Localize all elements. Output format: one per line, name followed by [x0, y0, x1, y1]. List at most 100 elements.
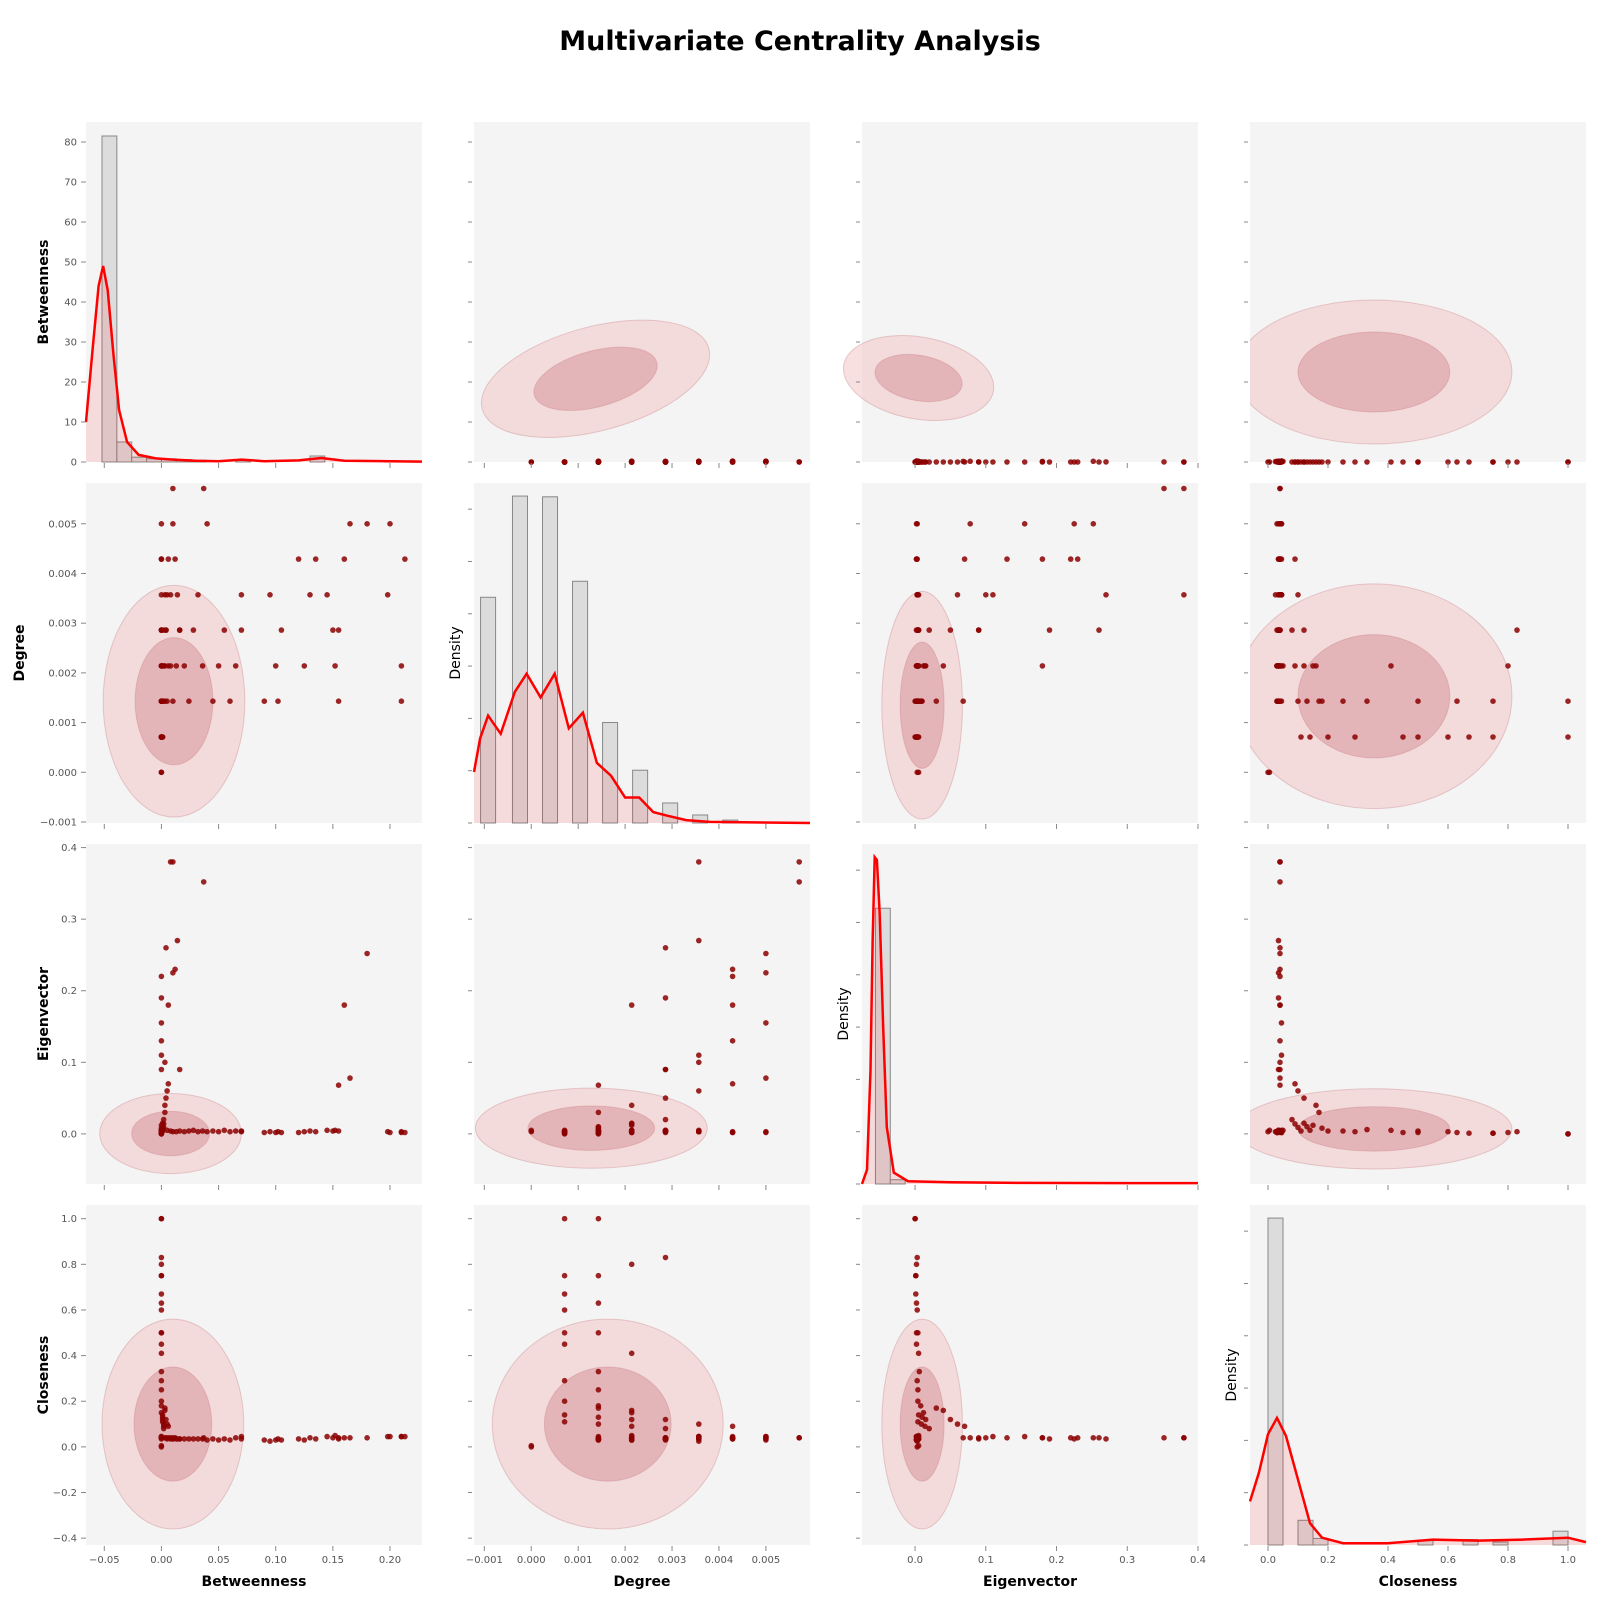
- scatter-point: [1565, 459, 1571, 465]
- scatter-point: [215, 663, 222, 669]
- panel-closeness-degree: −0.001 0.000 0.001 0.002 0.003 0.004 0.005 Degr…: [466, 1205, 810, 1590]
- histogram-bar: [1267, 1217, 1284, 1546]
- scatter-point: [176, 1066, 183, 1073]
- scatter-point: [1352, 1128, 1358, 1135]
- scatter-point: [1103, 459, 1109, 465]
- scatter-point: [1514, 627, 1520, 633]
- panel-degree-closeness: [1244, 483, 1586, 829]
- scatter-point: [398, 698, 405, 704]
- scatter-point: [696, 1421, 702, 1427]
- x-axis-label: Betweenness: [202, 1574, 307, 1590]
- scatter-point: [940, 1407, 947, 1414]
- histogram-bar: [480, 596, 497, 824]
- scatter-point: [1514, 459, 1520, 465]
- panel-betweenness-betweenness: 0 10 20 30 40 50 60 70 80 Betweenness: [36, 122, 423, 469]
- y-tick-label: 0.0: [61, 1442, 77, 1453]
- x-tick-label: 0.0: [907, 1555, 923, 1566]
- scatter-point: [1039, 663, 1046, 669]
- kde-fill: [474, 673, 810, 823]
- scatter-point: [1301, 459, 1307, 465]
- x-tick-label: −0.05: [89, 1555, 120, 1566]
- scatter-point: [172, 556, 178, 562]
- scatter-point: [1565, 1131, 1571, 1137]
- scatter-point: [347, 521, 353, 527]
- scatter-point: [961, 556, 968, 562]
- y-tick-label: 10: [64, 418, 77, 429]
- density-axis-label: Density: [1224, 1348, 1240, 1401]
- scatter-point: [960, 458, 966, 465]
- scatter-point: [158, 1291, 165, 1297]
- scatter-point: [275, 698, 281, 704]
- scatter-point: [561, 1307, 568, 1313]
- y-tick-label: 0.3: [61, 915, 77, 926]
- confidence-ellipse-inner: [133, 1366, 213, 1482]
- scatter-point: [295, 1129, 302, 1136]
- scatter-point: [162, 1407, 168, 1414]
- scatter-point: [162, 592, 168, 598]
- x-tick-label: 0.8: [1500, 1555, 1516, 1566]
- scatter-point: [199, 663, 206, 669]
- scatter-point: [662, 995, 669, 1001]
- scatter-point: [232, 1435, 239, 1441]
- scatter-point: [158, 1398, 165, 1404]
- x-tick-label: 0.6: [1440, 1555, 1456, 1566]
- scatter-point: [335, 1128, 342, 1134]
- scatter-point: [913, 1341, 920, 1347]
- scatter-point: [158, 1052, 165, 1058]
- scatter-point: [729, 1038, 736, 1044]
- x-axis-label: Eigenvector: [983, 1574, 1077, 1590]
- scatter-point: [267, 1438, 273, 1444]
- scatter-point: [915, 1330, 921, 1336]
- scatter-point: [195, 592, 201, 598]
- scatter-point: [227, 1437, 233, 1443]
- scatter-point: [341, 1002, 348, 1008]
- confidence-ellipse-inner: [1297, 634, 1451, 759]
- scatter-point: [628, 1102, 635, 1109]
- scatter-point: [990, 1433, 996, 1440]
- scatter-point: [162, 1102, 168, 1109]
- scatter-point: [913, 556, 920, 562]
- kde-curve: [1248, 1415, 1587, 1545]
- scatter-point: [696, 1088, 702, 1094]
- confidence-ellipse-inner: [1297, 331, 1451, 413]
- scatter-point: [181, 663, 188, 669]
- x-tick-label: 0.1: [978, 1555, 994, 1566]
- x-tick-label: 0.0: [1260, 1555, 1276, 1566]
- scatter-point: [696, 1433, 702, 1440]
- x-tick-label: 0.002: [611, 1555, 640, 1566]
- panel-degree-betweenness: −0.001 0.000 0.001 0.002 0.003 0.004 0.005 Degr…: [12, 483, 422, 829]
- scatter-point: [947, 627, 954, 633]
- scatter-point: [1340, 459, 1346, 465]
- y-tick-label: 50: [64, 258, 77, 269]
- scatter-point: [176, 627, 183, 633]
- x-tick-label: 0.2: [1049, 1555, 1065, 1566]
- x-tick-label: 1.0: [1560, 1555, 1576, 1566]
- scatter-point: [301, 663, 308, 669]
- scatter-point: [561, 459, 568, 465]
- scatter-point: [926, 627, 932, 633]
- y-axis-label: Eigenvector: [36, 967, 52, 1061]
- scatter-point: [975, 1436, 982, 1442]
- scatter-point: [164, 698, 170, 704]
- scatter-point: [158, 1261, 165, 1268]
- scatter-point: [1275, 937, 1282, 944]
- scatter-point: [1275, 995, 1282, 1001]
- confidence-ellipse-inner: [533, 346, 658, 411]
- y-tick-label: 0.001: [48, 718, 77, 729]
- scatter-point: [1277, 1038, 1283, 1044]
- scatter-point: [729, 1129, 736, 1136]
- scatter-point: [595, 1082, 602, 1088]
- scatter-point: [914, 1307, 920, 1313]
- scatter-point: [1466, 459, 1472, 465]
- y-tick-label: 0.003: [48, 619, 77, 630]
- y-tick-label: 0.005: [48, 519, 77, 530]
- scatter-point: [158, 627, 165, 633]
- scatter-point: [914, 592, 920, 598]
- scatter-point: [158, 1330, 165, 1336]
- scatter-point: [1301, 1120, 1307, 1126]
- scatter-point: [1292, 556, 1298, 562]
- scatter-point: [221, 627, 228, 633]
- scatter-point: [662, 1254, 669, 1261]
- scatter-point: [628, 1002, 635, 1008]
- scatter-point: [347, 1075, 353, 1081]
